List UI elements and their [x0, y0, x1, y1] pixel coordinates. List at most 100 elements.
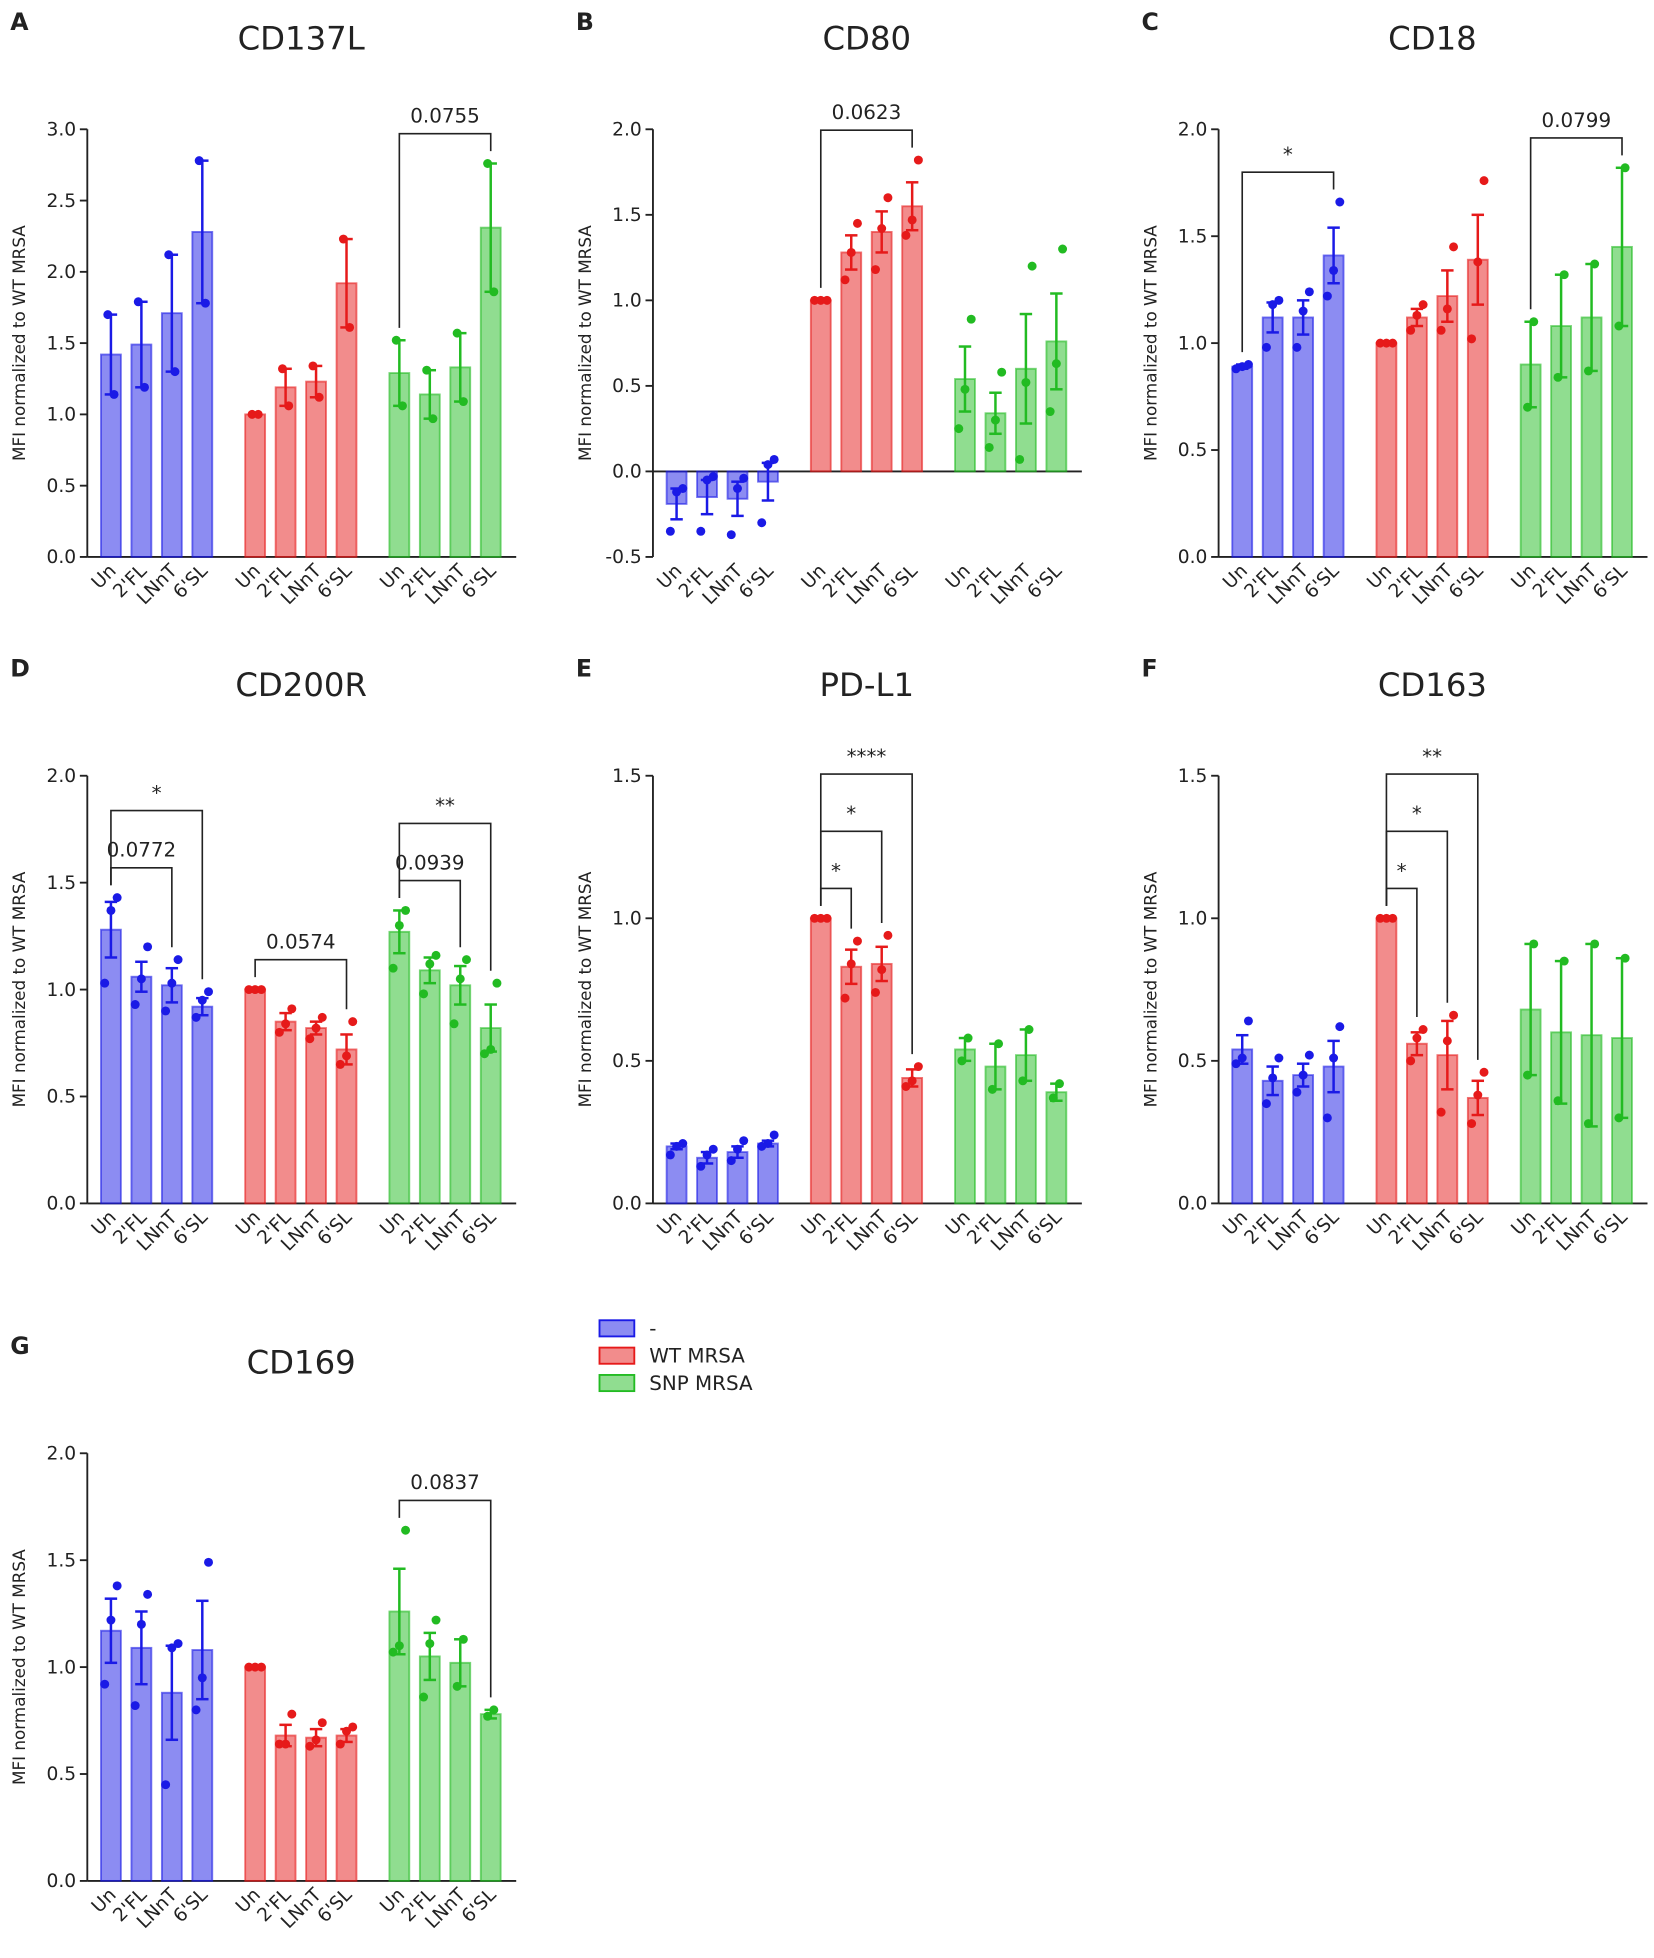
- data-point: [1388, 338, 1398, 348]
- y-axis-label: MFI normalized to WT MRSA: [9, 871, 29, 1107]
- y-tick-label: 1.0: [612, 909, 642, 930]
- y-tick-label: 1.0: [1178, 909, 1208, 930]
- y-tick-label: 0.0: [1178, 547, 1208, 568]
- data-point: [103, 310, 113, 320]
- error-bar: [875, 945, 888, 983]
- y-tick-label: 1.0: [46, 980, 76, 1001]
- data-point: [335, 1059, 345, 1069]
- data-point: [883, 193, 893, 203]
- data-point: [191, 1012, 201, 1022]
- significance-label: 0.0939: [395, 851, 465, 874]
- y-tick-label: 1.5: [1178, 226, 1208, 247]
- bar: [870, 962, 893, 1205]
- bar: [1375, 917, 1398, 1205]
- data-point: [1024, 1025, 1034, 1034]
- data-point: [204, 987, 213, 997]
- y-axis-label: MFI normalized to WT MRSA: [1140, 871, 1160, 1107]
- data-point: [244, 1662, 254, 1672]
- panel: G CD169 MFI normalized to WT MRSA 0.0 0.5 1.0…: [9, 1332, 517, 1933]
- error-bar: [958, 345, 972, 413]
- panel: B CD80 MFI normalized to WT MRSA -0.5 0.0 0.5…: [575, 8, 1082, 609]
- error-bar: [196, 1599, 209, 1701]
- data-point: [483, 1711, 493, 1721]
- bar: [809, 917, 832, 1205]
- data-point: [994, 1039, 1004, 1049]
- legend: - WT MRSA SNP MRSA: [598, 1317, 753, 1395]
- significance-label: *: [1397, 859, 1407, 882]
- data-point: [161, 1780, 171, 1790]
- data-point: [1583, 1119, 1593, 1129]
- error-bar: [1019, 312, 1033, 425]
- data-point: [342, 1051, 351, 1061]
- data-point: [109, 389, 119, 399]
- data-point: [348, 1017, 358, 1027]
- bar: [479, 1713, 502, 1882]
- y-tick-label: 2.0: [612, 120, 642, 141]
- x-tick-label: 6'SL: [170, 560, 213, 603]
- data-point: [161, 1006, 171, 1016]
- data-point: [877, 965, 887, 975]
- x-tick-label: 6'SL: [314, 1207, 357, 1250]
- data-point: [278, 364, 287, 374]
- data-point: [1021, 377, 1031, 387]
- data-point: [100, 1679, 110, 1689]
- y-tick-label: 0.5: [46, 476, 76, 497]
- data-point: [763, 1139, 773, 1148]
- data-point: [1467, 1119, 1477, 1129]
- data-point: [1054, 1079, 1064, 1089]
- bar: [1406, 1042, 1428, 1205]
- data-point: [140, 382, 149, 392]
- y-tick-label: 3.0: [46, 120, 76, 141]
- bar: [244, 413, 267, 558]
- x-tick-label: 6'SL: [458, 560, 501, 603]
- data-point: [274, 1027, 284, 1037]
- data-point: [250, 985, 260, 995]
- significance-bracket: [254, 958, 348, 1010]
- data-point: [112, 1581, 122, 1591]
- significance-label: *: [831, 859, 841, 882]
- data-point: [305, 1034, 315, 1044]
- data-point: [394, 920, 404, 930]
- y-tick-label: 1.5: [46, 1550, 76, 1571]
- data-point: [194, 156, 204, 166]
- data-point: [1292, 342, 1302, 352]
- bar: [1045, 1091, 1068, 1205]
- data-point: [1243, 360, 1253, 369]
- data-point: [1442, 1036, 1452, 1046]
- y-tick-label: 2.5: [46, 191, 76, 212]
- data-point: [990, 415, 1000, 425]
- error-bar: [454, 964, 467, 1006]
- data-point: [1375, 338, 1385, 348]
- data-point: [348, 1722, 358, 1732]
- data-point: [1442, 304, 1452, 314]
- data-point: [452, 328, 462, 338]
- chart-title: CD163: [1378, 666, 1487, 704]
- data-point: [100, 978, 110, 988]
- data-point: [422, 365, 432, 375]
- data-point: [197, 1673, 207, 1683]
- bar: [130, 975, 153, 1205]
- data-point: [1268, 1073, 1278, 1083]
- bar: [191, 1005, 214, 1205]
- data-point: [1322, 1113, 1332, 1123]
- y-tick-label: 1.5: [1178, 766, 1208, 787]
- bar: [1261, 1079, 1284, 1205]
- data-point: [106, 1615, 116, 1625]
- data-point: [1051, 359, 1061, 369]
- x-tick-label: 6'SL: [1024, 560, 1067, 603]
- y-tick-label: 1.5: [612, 766, 642, 787]
- data-point: [957, 1056, 967, 1066]
- x-tick-label: 6'SL: [1301, 560, 1344, 603]
- x-tick-label: 6'SL: [1445, 1207, 1488, 1250]
- data-point: [1553, 372, 1563, 382]
- error-bar: [1050, 292, 1063, 391]
- data-point: [1590, 939, 1600, 949]
- data-point: [106, 905, 116, 915]
- significance-bracket: [398, 132, 492, 328]
- data-point: [763, 460, 773, 470]
- data-point: [987, 1084, 997, 1094]
- data-point: [1375, 913, 1385, 923]
- data-point: [455, 974, 465, 984]
- y-tick-label: 0.5: [46, 1087, 76, 1108]
- data-point: [966, 314, 976, 324]
